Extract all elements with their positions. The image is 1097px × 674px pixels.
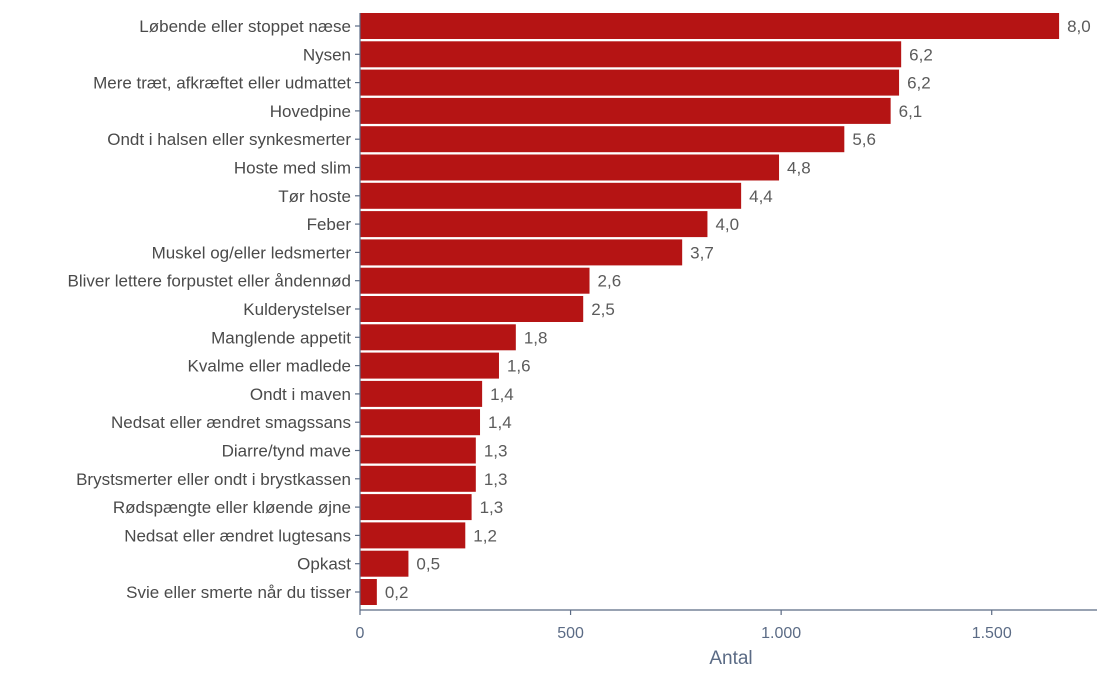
category-label: Ondt i halsen eller synkesmerter xyxy=(107,130,351,149)
bar xyxy=(360,522,466,549)
category-label: Brystsmerter eller ondt i brystkassen xyxy=(76,470,351,489)
data-label: 1,4 xyxy=(490,385,514,404)
data-label: 4,0 xyxy=(715,215,739,234)
x-tick-label: 1.500 xyxy=(972,625,1012,642)
bar xyxy=(360,550,409,577)
data-label: 0,5 xyxy=(416,555,440,574)
bar xyxy=(360,494,472,521)
data-label: 1,2 xyxy=(473,526,497,545)
category-label: Mere træt, afkræftet eller udmattet xyxy=(93,74,351,93)
x-axis-title: Antal xyxy=(709,648,752,669)
bar xyxy=(360,154,780,181)
data-label: 6,2 xyxy=(907,74,931,93)
data-label: 8,0 xyxy=(1067,17,1091,36)
category-label: Hoste med slim xyxy=(234,159,351,178)
category-label: Opkast xyxy=(297,555,351,574)
data-label: 1,3 xyxy=(480,498,504,517)
category-label: Svie eller smerte når du tisser xyxy=(126,583,351,602)
data-label: 2,5 xyxy=(591,300,615,319)
bar xyxy=(360,380,483,407)
bar xyxy=(360,13,1060,39)
data-labels: 8,0 6,2 6,2 6,1 5,6 4,8 4,4 4,03,7 2,6 2,5 1,8 1,6 1… xyxy=(385,17,1091,602)
bar xyxy=(360,465,476,492)
category-label: Nedsat eller ændret lugtesans xyxy=(124,526,351,545)
category-label: Ondt i maven xyxy=(250,385,351,404)
bar xyxy=(360,211,708,238)
x-tick-label: 1.000 xyxy=(761,625,801,642)
bar xyxy=(360,69,900,96)
data-label: 3,7 xyxy=(690,243,714,262)
bar xyxy=(360,182,742,209)
category-label: Tør hoste xyxy=(278,187,351,206)
category-label: Diarre/tynd mave xyxy=(222,442,351,461)
category-label: Bliver lettere forpustet eller åndennød xyxy=(68,272,352,291)
data-label: 4,4 xyxy=(749,187,773,206)
bar xyxy=(360,352,499,379)
data-label: 1,4 xyxy=(488,413,512,432)
category-label: Rødspængte eller kløende øjne xyxy=(113,498,351,517)
bar xyxy=(360,126,845,153)
category-label: Kulderystelser xyxy=(243,300,351,319)
data-label: 1,6 xyxy=(507,357,531,376)
category-label: Nysen xyxy=(303,45,351,64)
bar xyxy=(360,437,476,464)
bar xyxy=(360,579,377,605)
bar xyxy=(360,239,683,266)
category-label: Muskel og/eller ledsmerter xyxy=(152,243,352,262)
bar xyxy=(360,41,902,68)
x-tick-label: 500 xyxy=(557,625,584,642)
category-label: Manglende appetit xyxy=(211,328,351,347)
data-label: 1,8 xyxy=(524,328,548,347)
category-label: Nedsat eller ændret smagssans xyxy=(111,413,351,432)
axes: 0 500 1.000 1.500 xyxy=(355,13,1097,642)
bar xyxy=(360,267,590,294)
category-label: Kvalme eller madlede xyxy=(188,357,351,376)
category-label: Feber xyxy=(307,215,352,234)
category-label: Løbende eller stoppet næse xyxy=(139,17,351,36)
data-label: 1,3 xyxy=(484,470,508,489)
data-label: 4,8 xyxy=(787,159,811,178)
data-label: 1,3 xyxy=(484,442,508,461)
category-labels: Løbende eller stoppet næse Nysen Mere træt… xyxy=(68,17,352,602)
data-label: 5,6 xyxy=(852,130,876,149)
bar xyxy=(360,97,891,124)
bar xyxy=(360,296,584,322)
data-label: 6,2 xyxy=(909,45,933,64)
data-label: 0,2 xyxy=(385,583,409,602)
bar xyxy=(360,409,481,436)
category-label: Hovedpine xyxy=(270,102,351,121)
bar xyxy=(360,324,516,351)
data-label: 6,1 xyxy=(899,102,923,121)
x-tick-label: 0 xyxy=(356,625,365,642)
data-label: 2,6 xyxy=(598,272,622,291)
bars-layer xyxy=(360,13,1060,605)
